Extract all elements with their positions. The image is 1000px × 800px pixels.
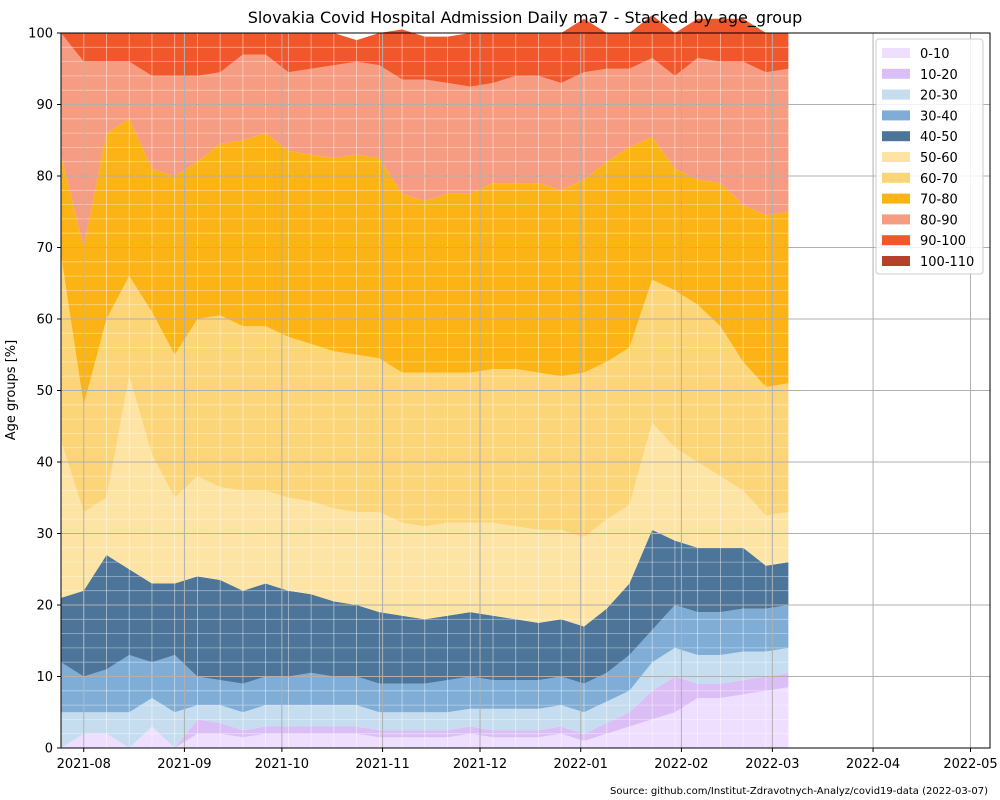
y-tick-label: 20 (36, 599, 53, 614)
y-tick-label: 40 (36, 456, 53, 471)
x-tick-label: 2021-11 (355, 757, 409, 772)
y-tick-label: 90 (36, 98, 53, 113)
y-tick-label: 80 (36, 170, 53, 185)
legend-swatch (882, 131, 910, 141)
x-tick-label: 2022-02 (654, 757, 708, 772)
y-tick-label: 0 (45, 742, 53, 757)
legend-label: 90-100 (920, 234, 966, 249)
legend-label: 40-50 (920, 130, 958, 145)
legend-swatch (882, 256, 910, 266)
x-tick-label: 2021-10 (255, 757, 309, 772)
source-note: Source: github.com/Institut-Zdravotnych-… (610, 786, 988, 797)
legend-swatch (882, 235, 910, 245)
chart-title: Slovakia Covid Hospital Admission Daily … (248, 8, 803, 28)
x-tick-label: 2022-05 (943, 757, 997, 772)
y-axis-label: Age groups [%] (4, 340, 19, 440)
legend-label: 30-40 (920, 109, 958, 124)
legend-swatch (882, 69, 910, 79)
x-tick-label: 2022-04 (846, 757, 900, 772)
legend-label: 80-90 (920, 213, 958, 228)
x-tick-label: 2022-03 (745, 757, 799, 772)
legend-swatch (882, 90, 910, 100)
x-tick-label: 2021-09 (157, 757, 211, 772)
y-tick-label: 10 (36, 670, 53, 685)
legend-label: 20-30 (920, 89, 958, 104)
y-tick-label: 100 (28, 27, 53, 42)
legend-label: 50-60 (920, 151, 958, 166)
legend-label: 0-10 (920, 47, 950, 62)
y-tick-label: 70 (36, 241, 53, 256)
x-tick-label: 2021-08 (57, 757, 111, 772)
legend-swatch (882, 194, 910, 204)
legend-swatch (882, 110, 910, 120)
x-tick-label: 2022-01 (554, 757, 608, 772)
legend-swatch (882, 48, 910, 58)
x-tick-label: 2021-12 (453, 757, 507, 772)
y-tick-label: 60 (36, 313, 53, 328)
legend-label: 100-110 (920, 255, 974, 270)
legend-label: 60-70 (920, 172, 958, 187)
legend: 0-10 10-20 20-30 30-40 40-50 50-60 60-70 70-80 8… (876, 39, 983, 274)
legend-swatch (882, 214, 910, 224)
legend-swatch (882, 152, 910, 162)
legend-label: 70-80 (920, 193, 958, 208)
legend-swatch (882, 173, 910, 183)
y-tick-label: 50 (36, 384, 53, 399)
legend-label: 10-20 (920, 68, 958, 83)
y-tick-label: 30 (36, 527, 53, 542)
